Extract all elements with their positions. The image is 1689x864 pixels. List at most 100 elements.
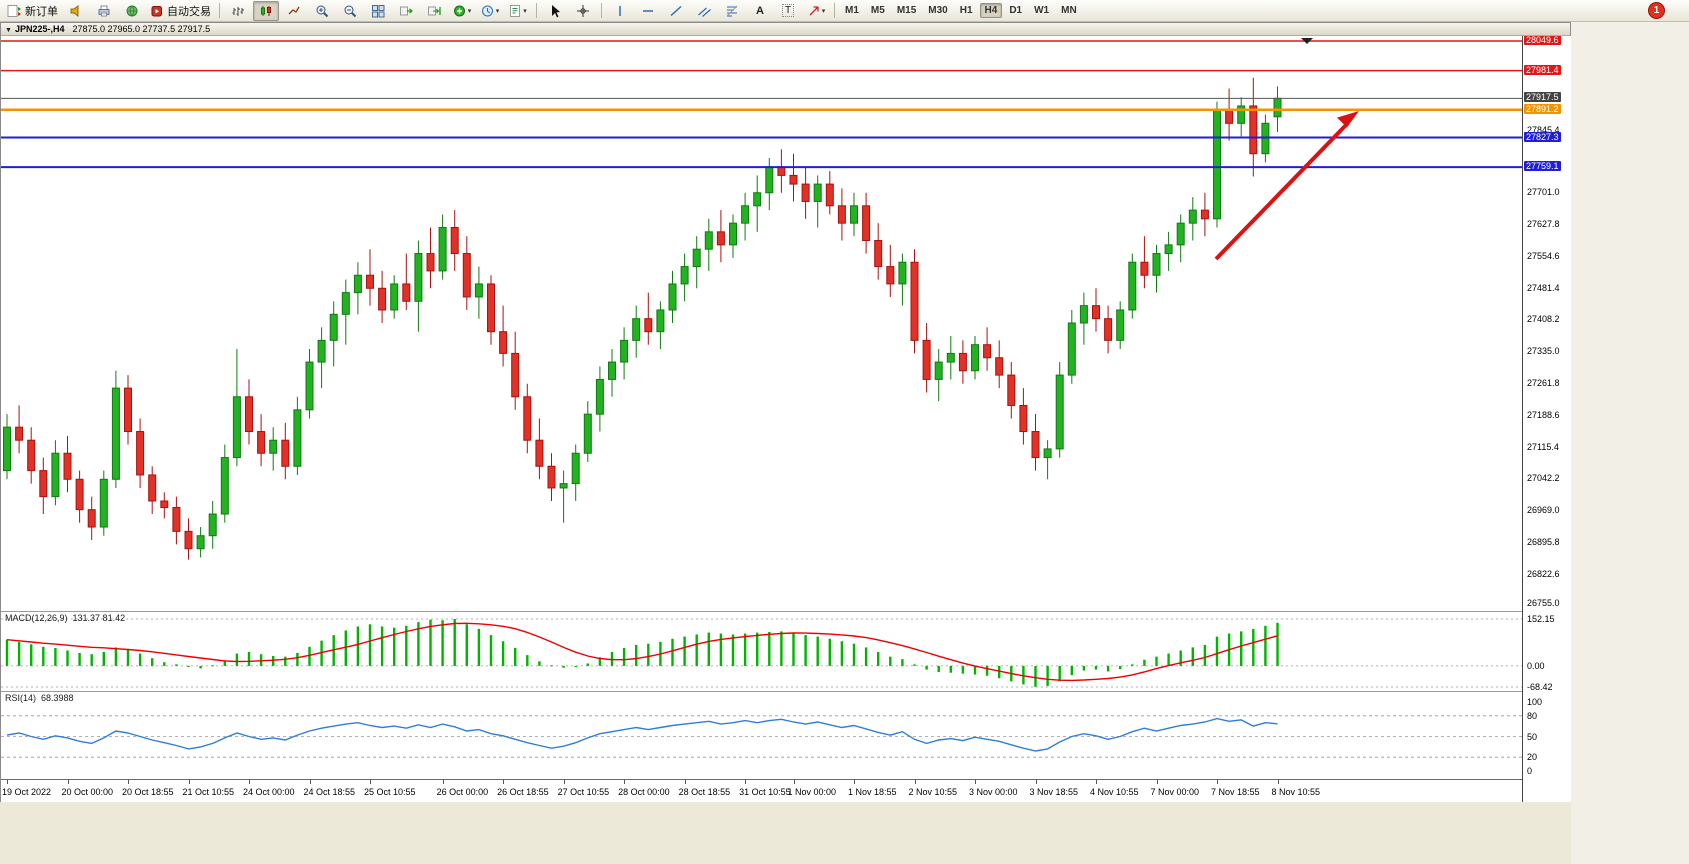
channel-icon [697, 7, 711, 17]
trend-arrow-annotation[interactable] [1214, 111, 1359, 261]
price-line-label: 27827.3 [1524, 131, 1561, 142]
price-axis[interactable]: 27845.4 27701.0 27627.8 27554.6 27481.4 27408… [1522, 35, 1571, 802]
dropdown-caret-icon: ▾ [523, 7, 527, 15]
zoom-in-button[interactable] [309, 1, 335, 21]
text-tool-button[interactable]: A [747, 1, 773, 21]
timeframe-group: M1 M5 M15 M30 H1 H4 D1 W1 MN [839, 3, 1083, 18]
arrow-tool-icon [809, 5, 819, 15]
fibonacci-tool-button[interactable] [719, 1, 745, 21]
time-tick [188, 780, 190, 784]
axis-tick-label: 100 [1527, 697, 1543, 707]
timeframe-button-d1[interactable]: D1 [1009, 5, 1023, 16]
time-tick [854, 780, 855, 784]
right-gutter [1571, 22, 1689, 864]
timeframe-button-w1[interactable]: W1 [1034, 5, 1050, 16]
axis-tick-label: 27701.0 [1527, 187, 1560, 198]
auto-scroll-icon [399, 6, 413, 15]
axis-tick-label: 26822.6 [1527, 568, 1560, 579]
clock-icon [481, 5, 493, 16]
chart-shift-button[interactable] [421, 1, 447, 21]
text-label-tool-button[interactable]: T [775, 1, 801, 21]
macd-name: MACD(12,26,9) [5, 613, 68, 623]
time-tick [1156, 780, 1158, 784]
crosshair-button[interactable] [570, 1, 596, 21]
time-axis-label: 24 Oct 00:00 [243, 787, 295, 797]
timeframe-button-m15[interactable]: M15 [896, 5, 917, 16]
rsi-panel-divider[interactable] [1, 691, 1570, 692]
time-tick [370, 780, 371, 784]
candles-layer [3, 77, 1282, 560]
candlestick-chart-button[interactable] [253, 0, 279, 21]
notification-badge[interactable]: 1 [1648, 2, 1665, 19]
price-line-label: 27917.5 [1524, 92, 1561, 103]
timeframe-button-h4[interactable]: H4 [979, 3, 1003, 18]
axis-tick-label: 27042.2 [1527, 473, 1560, 484]
auto-trading-button[interactable]: 自动交易 [147, 1, 214, 21]
bar-chart-icon [232, 6, 244, 16]
community-button[interactable] [119, 1, 145, 21]
new-order-button[interactable]: 新订单 [4, 1, 61, 21]
text-tool-icon: A [756, 4, 764, 17]
timeframe-button-m1[interactable]: M1 [845, 5, 859, 16]
dropdown-caret-icon: ▾ [467, 7, 472, 15]
time-axis-label: 1 Nov 00:00 [787, 787, 837, 797]
crosshair-icon [577, 4, 589, 17]
auto-trading-label: 自动交易 [167, 5, 211, 18]
print-button[interactable] [91, 1, 117, 21]
templates-button[interactable]: ▾ [505, 1, 531, 21]
time-tick [128, 780, 129, 784]
text-label-tool-icon: T [781, 4, 795, 17]
time-axis[interactable]: 19 Oct 2022 20 Oct 00:00 20 Oct 18:55 21 Oc… [1, 779, 1522, 802]
axis-tick-label: 80 [1527, 710, 1538, 721]
tile-windows-icon [372, 4, 385, 17]
timeframe-button-m30[interactable]: M30 [928, 5, 948, 16]
candlestick-chart-icon [261, 5, 271, 16]
toolbar-separator [834, 3, 835, 18]
globe-icon [126, 5, 138, 16]
channel-tool-button[interactable] [691, 1, 717, 21]
vertical-line-tool-button[interactable] [607, 1, 633, 21]
periods-button[interactable]: ▾ [477, 1, 503, 21]
chart-menu-icon[interactable]: ▼ [5, 27, 12, 34]
arrows-tool-button[interactable]: ▾ [803, 1, 829, 21]
sound-button[interactable] [63, 1, 89, 21]
axis-tick-label: 20 [1527, 752, 1538, 763]
zoom-out-button[interactable] [337, 1, 363, 21]
time-axis-label: 8 Nov 10:55 [1271, 787, 1321, 797]
horizontal-line-icon [643, 9, 653, 12]
time-axis-label: 20 Oct 00:00 [61, 787, 114, 797]
tile-windows-button[interactable] [365, 1, 391, 21]
template-icon [510, 4, 521, 17]
trendline-icon [670, 5, 682, 16]
timeframe-button-h1[interactable]: H1 [959, 5, 973, 16]
macd-panel-layer [1, 618, 1522, 688]
cursor-button[interactable] [542, 1, 568, 21]
timeframe-button-m5[interactable]: M5 [870, 5, 885, 16]
zoom-out-icon [344, 5, 357, 17]
macd-panel-divider[interactable] [1, 611, 1570, 612]
auto-scroll-button[interactable] [393, 1, 419, 21]
toolbar-separator [601, 3, 602, 18]
chart-titlebar[interactable]: ▼ JPN225-,H4 27875.0 27965.0 27737.5 27917… [1, 23, 1570, 36]
time-axis-label: 1 Nov 18:55 [848, 787, 897, 797]
time-axis-label: 20 Oct 18:55 [122, 787, 174, 797]
horizontal-line-tool-button[interactable] [635, 1, 661, 21]
chart-title-ohlc: 27875.0 27965.0 27737.5 27917.5 [72, 24, 211, 34]
time-axis-label: 26 Oct 18:55 [497, 787, 549, 797]
chart-shift-marker-icon[interactable] [1301, 38, 1313, 44]
axis-tick-label: 27408.2 [1527, 314, 1560, 325]
timeframe-button-mn[interactable]: MN [1061, 5, 1077, 16]
time-tick [309, 780, 311, 784]
bar-chart-button[interactable] [225, 1, 251, 21]
trendline-tool-button[interactable] [663, 1, 689, 21]
vertical-line-icon [619, 5, 621, 16]
indicators-button[interactable]: ▾ [449, 1, 475, 21]
line-chart-button[interactable] [281, 1, 307, 21]
axis-tick-label: 27554.6 [1527, 250, 1560, 261]
time-tick [1035, 780, 1037, 784]
main-toolbar: 新订单 自动交易 [0, 0, 1689, 22]
axis-tick-label: 26969.0 [1527, 505, 1560, 516]
chart-canvas[interactable] [1, 23, 1522, 803]
axis-tick-label: -68.42 [1527, 682, 1553, 692]
horizontal-lines-layer[interactable] [1, 40, 1522, 169]
